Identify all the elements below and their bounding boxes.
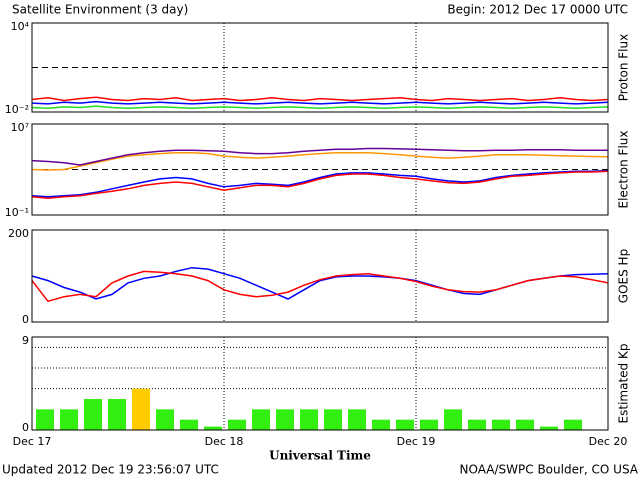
series-line (31, 169, 609, 198)
y-tick-label: 0 (22, 421, 29, 434)
bar (108, 399, 126, 430)
bar (348, 409, 366, 430)
y-axis-label: Estimated Kp (617, 344, 631, 424)
bar (372, 419, 390, 430)
bar (324, 409, 342, 430)
bar (516, 419, 534, 430)
begin-time: Begin: 2012 Dec 17 0000 UTC (447, 3, 628, 17)
series-line (31, 170, 609, 199)
bar (564, 419, 582, 430)
updated: Updated 2012 Dec 19 23:56:07 UTC (2, 463, 219, 477)
bar (252, 409, 270, 430)
series-line (31, 96, 609, 102)
bar (396, 419, 414, 430)
x-tick-label: Dec 18 (205, 435, 244, 448)
x-tick-label: Dec 20 (589, 435, 628, 448)
y-tick-label: 9 (22, 334, 29, 347)
bar (420, 419, 438, 430)
bar (36, 409, 54, 430)
series-line (31, 270, 609, 303)
bar (276, 409, 294, 430)
panel-frame (31, 336, 609, 431)
bar (444, 409, 462, 430)
y-tick-label: 0 (22, 313, 29, 326)
y-tick-label: 200 (8, 227, 29, 240)
y-tick-label: 10⁷ (11, 121, 29, 134)
bar (300, 409, 318, 430)
series-line (31, 100, 609, 105)
x-tick-label: Dec 19 (397, 435, 436, 448)
bar (468, 419, 486, 430)
y-tick-label: 10⁻¹ (5, 206, 29, 219)
y-tick-label: 10⁻² (5, 103, 29, 116)
series-line (31, 147, 608, 166)
panel-frame (31, 123, 609, 216)
x-axis-label: Universal Time (269, 449, 371, 463)
bar (156, 409, 174, 430)
series-line (31, 151, 609, 171)
y-tick-label: 10⁴ (11, 20, 30, 33)
bar (204, 426, 222, 430)
series-line (31, 105, 609, 109)
y-axis-label: Proton Flux (617, 34, 631, 101)
bar (84, 399, 102, 430)
bar (60, 409, 78, 430)
panel-frame (31, 229, 609, 323)
y-axis-label: Electron Flux (617, 131, 631, 209)
bar (540, 426, 558, 430)
bar (132, 388, 150, 430)
x-tick-label: Dec 17 (13, 435, 52, 448)
y-axis-label: GOES Hp (617, 249, 631, 303)
bar (492, 419, 510, 430)
source: NOAA/SWPC Boulder, CO USA (460, 463, 639, 477)
panel-frame (31, 22, 609, 113)
bar (228, 419, 246, 430)
title: Satellite Environment (3 day) (12, 3, 188, 17)
bar (180, 419, 198, 430)
